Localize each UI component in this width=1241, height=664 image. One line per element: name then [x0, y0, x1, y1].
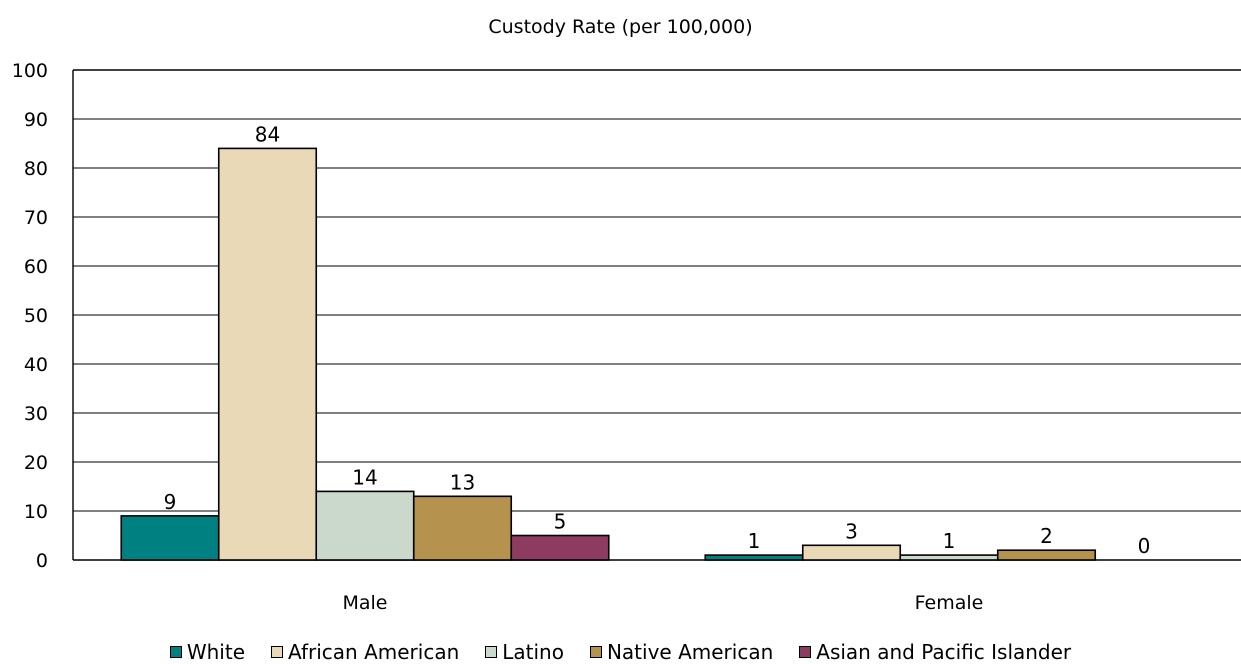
data-label: 14	[352, 465, 377, 489]
data-label: 9	[164, 490, 177, 514]
y-tick-label: 20	[24, 452, 48, 474]
y-axis-ticks: 0 10 20 30 40 50 60 70 80 90 100	[12, 60, 48, 572]
x-axis-ticks: Male Female	[342, 592, 983, 614]
legend-swatch	[271, 646, 283, 658]
y-tick-label: 0	[36, 550, 48, 572]
y-tick-label: 60	[24, 256, 48, 278]
data-label: 84	[255, 122, 280, 146]
bar-female-native-american	[996, 549, 1097, 561]
data-label: 13	[450, 470, 475, 494]
bar-male-asian-and-pacific-islander	[510, 534, 610, 561]
data-label: 1	[943, 529, 956, 553]
legend-swatch	[485, 646, 498, 658]
y-tick-label: 100	[12, 60, 48, 82]
y-tick-label: 50	[24, 305, 48, 327]
legend-item: Native American	[589, 640, 774, 664]
bar-female-white	[704, 554, 804, 561]
bar-male-latino	[315, 490, 415, 561]
y-tick-label: 80	[24, 158, 48, 180]
data-label: 3	[845, 519, 858, 543]
y-tick-label: 40	[24, 354, 48, 376]
legend-item: African American	[271, 640, 459, 664]
legend-swatch	[169, 646, 182, 658]
x-tick-label: Male	[342, 592, 387, 614]
legend-label: Latino	[502, 640, 564, 664]
legend-label: Asian and Pacific Islander	[816, 640, 1072, 664]
y-tick-label: 10	[24, 501, 48, 523]
data-label: 2	[1040, 524, 1053, 548]
legend-label: Native American	[606, 640, 774, 664]
legend-swatch	[589, 646, 602, 658]
y-tick-label: 30	[24, 403, 48, 425]
y-tick-label: 90	[24, 109, 48, 131]
data-label: 0	[1138, 534, 1151, 558]
legend-label: African American	[288, 640, 460, 664]
x-tick-label: Female	[915, 592, 984, 614]
y-tick-label: 70	[24, 207, 48, 229]
data-label: 1	[748, 529, 761, 553]
chart-title: Custody Rate (per 100,000)	[488, 16, 753, 38]
legend: White African American Latino Native Americ…	[0, 640, 1241, 664]
bar-male-white	[120, 515, 220, 561]
grid-lines	[72, 69, 1241, 561]
legend-item: Asian and Pacific Islander	[799, 640, 1071, 664]
bar-female-latino	[899, 554, 999, 561]
bar-male-african-american	[217, 147, 318, 561]
legend-item: White	[169, 640, 245, 664]
bars	[120, 147, 1097, 561]
legend-item: Latino	[485, 640, 564, 664]
data-label: 5	[554, 510, 567, 534]
legend-swatch	[799, 646, 812, 658]
legend-label: White	[186, 640, 245, 664]
bar-female-african-american	[801, 544, 902, 561]
bar-male-native-american	[412, 495, 513, 561]
